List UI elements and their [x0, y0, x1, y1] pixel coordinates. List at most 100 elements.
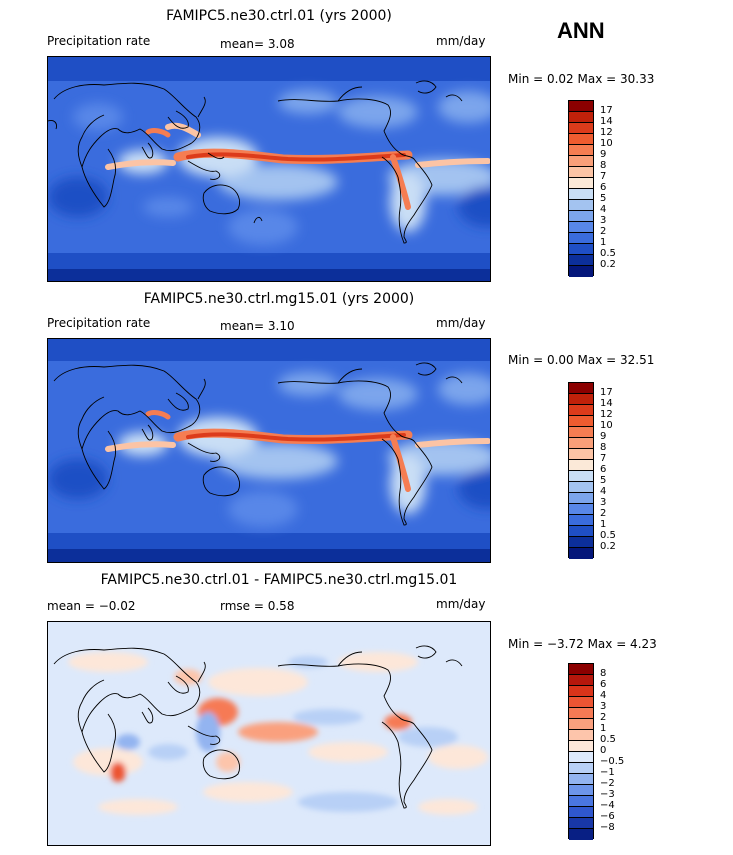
panel1-units: mm/day [436, 34, 486, 48]
panel1-colorbar-seg [569, 189, 593, 200]
panel2-colorbar-label: 8 [600, 442, 607, 453]
panel3-colorbar [568, 663, 594, 840]
panel3-colorbar-seg [569, 675, 593, 686]
panel3-colorbar-label: 8 [600, 668, 607, 679]
panel2-colorbar-seg [569, 515, 593, 526]
panel1-colorbar-seg [569, 266, 593, 277]
panel1-colorbar-label: 12 [600, 127, 613, 138]
panel2-map [47, 338, 491, 563]
panel3-colorbar-label: −3 [600, 789, 615, 800]
panel3-colorbar-label: 0.5 [600, 734, 616, 745]
panel3-mean: mean = −0.02 [47, 599, 136, 613]
panel2-colorbar-label: 0.5 [600, 530, 616, 541]
panel3-colorbar-seg [569, 829, 593, 840]
panel3-colorbar-label: 3 [600, 701, 607, 712]
panel2-colorbar-seg [569, 383, 593, 394]
panel3-colorbar-seg [569, 741, 593, 752]
panel1-colorbar-label: 8 [600, 160, 607, 171]
panel2-colorbar-label: 9 [600, 431, 607, 442]
panel3-colorbar-label: −1 [600, 767, 615, 778]
panel3-map [47, 621, 491, 846]
panel1-colorbar-label: 5 [600, 193, 607, 204]
panel3-colorbar-seg [569, 664, 593, 675]
panel1-colorbar-seg [569, 211, 593, 222]
panel3-colorbar-label: −2 [600, 778, 615, 789]
panel2-colorbar [568, 382, 594, 559]
panel1-colorbar-seg [569, 222, 593, 233]
panel1-colorbar-label: 2 [600, 226, 607, 237]
panel2-colorbar-seg [569, 405, 593, 416]
panel2-colorbar-label: 12 [600, 409, 613, 420]
panel3-colorbar-label: 0 [600, 745, 607, 756]
panel1-mean: mean= 3.08 [220, 37, 295, 51]
panel1-colorbar-label: 7 [600, 171, 607, 182]
panel2-map-svg [48, 339, 490, 562]
panel2-colorbar-seg [569, 504, 593, 515]
panel1-colorbar-seg [569, 156, 593, 167]
panel2-mean: mean= 3.10 [220, 319, 295, 333]
panel3-map-svg [48, 622, 490, 845]
panel1-colorbar-seg [569, 145, 593, 156]
panel1-colorbar-seg [569, 255, 593, 266]
panel3-colorbar-seg [569, 708, 593, 719]
panel2-colorbar-seg [569, 548, 593, 559]
panel3-minmax: Min = −3.72 Max = 4.23 [508, 637, 657, 651]
panel1-colorbar-seg [569, 200, 593, 211]
panel2-colorbar-seg [569, 537, 593, 548]
panel1-colorbar-label: 6 [600, 182, 607, 193]
panel2-colorbar-label: 14 [600, 398, 613, 409]
panel1-colorbar-seg [569, 178, 593, 189]
panel1-colorbar-label: 14 [600, 116, 613, 127]
panel1-colorbar-label: 10 [600, 138, 613, 149]
panel2-units: mm/day [436, 316, 486, 330]
season-label: ANN [557, 18, 605, 43]
panel1-map-svg [48, 57, 490, 281]
panel2-variable-label: Precipitation rate [47, 316, 151, 330]
panel2-colorbar-seg [569, 416, 593, 427]
panel1-variable-label: Precipitation rate [47, 34, 151, 48]
panel3-colorbar-label: −6 [600, 811, 615, 822]
panel3-colorbar-label: 6 [600, 679, 607, 690]
panel2-colorbar-label: 0.2 [600, 541, 616, 552]
panel1-colorbar-seg [569, 244, 593, 255]
panel3-title: FAMIPC5.ne30.ctrl.01 - FAMIPC5.ne30.ctrl… [100, 572, 458, 588]
panel3-colorbar-seg [569, 796, 593, 807]
panel3-colorbar-seg [569, 719, 593, 730]
panel1-minmax: Min = 0.02 Max = 30.33 [508, 72, 655, 86]
panel2-colorbar-label: 4 [600, 486, 607, 497]
panel1-colorbar-label: 0.5 [600, 248, 616, 259]
panel1-colorbar-label: 3 [600, 215, 607, 226]
panel3-colorbar-seg [569, 818, 593, 829]
panel2-colorbar-seg [569, 449, 593, 460]
panel2-colorbar-seg [569, 438, 593, 449]
panel2-colorbar-seg [569, 493, 593, 504]
panel3-units: mm/day [436, 597, 486, 611]
panel1-colorbar-label: 9 [600, 149, 607, 160]
panel1-colorbar-seg [569, 123, 593, 134]
panel2-colorbar-seg [569, 471, 593, 482]
panel1-colorbar [568, 100, 594, 277]
panel3-colorbar-label: −0.5 [600, 756, 625, 767]
panel3-colorbar-label: 2 [600, 712, 607, 723]
panel3-colorbar-label: 4 [600, 690, 607, 701]
panel2-colorbar-label: 3 [600, 497, 607, 508]
panel1-colorbar-label: 4 [600, 204, 607, 215]
panel1-map [47, 56, 491, 282]
panel2-colorbar-label: 17 [600, 387, 613, 398]
panel3-colorbar-seg [569, 730, 593, 741]
panel3-colorbar-seg [569, 697, 593, 708]
panel1-colorbar-label: 1 [600, 237, 607, 248]
panel3-colorbar-seg [569, 763, 593, 774]
panel3-colorbar-label: −8 [600, 822, 615, 833]
panel2-colorbar-seg [569, 482, 593, 493]
panel2-title: FAMIPC5.ne30.ctrl.mg15.01 (yrs 2000) [143, 291, 415, 307]
panel2-minmax: Min = 0.00 Max = 32.51 [508, 353, 655, 367]
panel3-colorbar-seg [569, 686, 593, 697]
panel3-colorbar-seg [569, 785, 593, 796]
panel3-colorbar-seg [569, 752, 593, 763]
panel2-colorbar-label: 2 [600, 508, 607, 519]
panel1-colorbar-seg [569, 167, 593, 178]
panel2-colorbar-label: 7 [600, 453, 607, 464]
panel1-colorbar-label: 17 [600, 105, 613, 116]
panel2-colorbar-seg [569, 427, 593, 438]
